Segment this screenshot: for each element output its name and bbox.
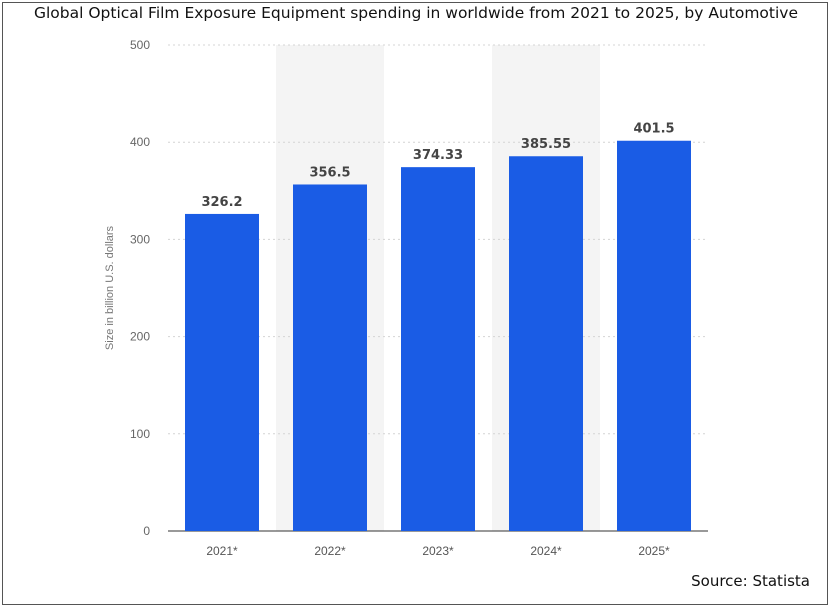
chart-title: Global Optical Film Exposure Equipment s… [33, 4, 798, 22]
bar[interactable] [617, 140, 691, 531]
x-tick-label: 2023* [422, 544, 454, 558]
y-tick-label: 300 [130, 232, 150, 246]
bars [185, 140, 691, 531]
bar[interactable] [401, 167, 475, 531]
data-label: 356.5 [309, 165, 350, 180]
y-tick-label: 200 [130, 330, 150, 344]
x-tick-label: 2024* [530, 544, 562, 558]
source-note: Source: Statista [691, 572, 810, 590]
x-tick-label: 2021* [206, 544, 238, 558]
data-label: 401.5 [633, 122, 674, 137]
y-axis-ticks: 0 100 200 300 400 500 [130, 38, 150, 538]
y-tick-label: 100 [130, 427, 150, 441]
x-axis-ticks: 2021* 2022* 2023* 2024* 2025* [206, 544, 670, 558]
data-label: 385.55 [521, 137, 571, 152]
x-tick-label: 2022* [314, 544, 346, 558]
data-labels: 326.2 356.5 374.33 385.55 401.5 [201, 122, 674, 210]
bar[interactable] [293, 184, 367, 531]
y-tick-label: 400 [130, 135, 150, 149]
x-tick-label: 2025* [638, 544, 670, 558]
y-tick-label: 500 [130, 38, 150, 52]
bar[interactable] [185, 213, 259, 531]
data-label: 374.33 [413, 148, 463, 163]
y-axis-title: Size in billion U.S. dollars [104, 225, 116, 350]
data-label: 326.2 [201, 195, 242, 210]
bar[interactable] [509, 156, 583, 531]
y-tick-label: 0 [143, 524, 150, 538]
